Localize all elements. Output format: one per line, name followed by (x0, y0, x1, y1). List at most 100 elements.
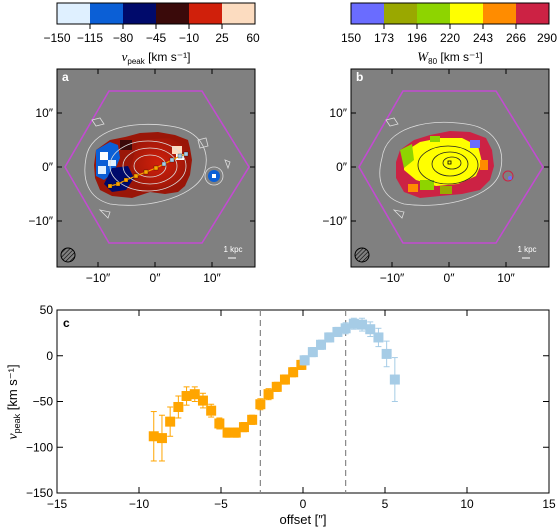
w80-map (379, 117, 514, 219)
data-point (279, 374, 290, 385)
hexagon-footprint (358, 90, 544, 244)
data-point (148, 431, 159, 442)
x-tick-label: 0 (300, 497, 307, 511)
x-axis-label: offset [″] (280, 512, 327, 527)
colorbar-w80-tick: 290 (537, 31, 557, 45)
colorbar-cell (417, 3, 451, 24)
colorbar-w80-tick: 150 (341, 31, 361, 45)
data-point (307, 347, 318, 358)
colorbar-cell (123, 3, 157, 24)
data-point (324, 332, 335, 343)
data-point (299, 355, 310, 366)
colorbar-cell (450, 3, 484, 24)
panel-a-ytick: −10″ (28, 214, 53, 228)
colorbar-velocity-tick: 60 (246, 31, 260, 45)
colorbar-velocity-tick: −10 (179, 31, 200, 45)
scalebar-label: 1 kpc (223, 245, 242, 254)
panel-letter-a: a (62, 70, 69, 84)
data-point (181, 391, 192, 402)
colorbar-w80-tick: 243 (473, 31, 493, 45)
data-point (189, 389, 200, 400)
colorbar-w80-tick: 196 (407, 31, 427, 45)
x-tick-label: −10 (129, 497, 150, 511)
colorbar-cell (189, 3, 223, 24)
data-point (389, 374, 400, 385)
plot-frame (56, 309, 550, 494)
colorbar-cell (57, 3, 91, 24)
data-point (238, 422, 249, 433)
panel-a-xtick: −10″ (86, 271, 111, 285)
panel-b-xtick: −10″ (380, 271, 405, 285)
panel-letter-c: c (63, 316, 70, 330)
velocity-map (84, 117, 231, 219)
colorbar-cell (516, 3, 550, 24)
x-tick-label: −15 (47, 497, 68, 511)
data-point (340, 323, 351, 334)
data-point (373, 332, 384, 343)
colorbar-cell (222, 3, 256, 24)
data-point (357, 319, 368, 330)
panel-b-xtick: 0″ (444, 271, 456, 285)
data-point (332, 326, 343, 337)
scalebar-label: 1 kpc (517, 245, 536, 254)
data-point (381, 348, 392, 359)
panel-a-ytick: 0″ (42, 160, 54, 174)
data-point (365, 324, 376, 335)
y-axis-label: vpeak [km s⁻¹] (5, 364, 22, 439)
colorbar-w80-tick: 266 (506, 31, 526, 45)
colorbar-velocity-tick: −80 (113, 31, 134, 45)
colorbar-velocity-tick: −115 (77, 31, 103, 45)
data-point (230, 427, 241, 438)
data-point (165, 416, 176, 427)
colorbar-cell (351, 3, 385, 24)
x-tick-label: −5 (214, 497, 228, 511)
data-point (263, 389, 274, 400)
panel-b-ytick: −10″ (322, 214, 347, 228)
data-point (206, 405, 217, 416)
colorbar-cell (156, 3, 190, 24)
panel-letter-b: b (356, 70, 363, 84)
beam-ellipse (354, 247, 370, 263)
x-tick-label: 5 (382, 497, 389, 511)
panel-a-xtick: 10″ (203, 271, 221, 285)
colorbar-velocity-label: vpeak [km s⁻¹] (122, 49, 191, 66)
y-tick-label: −150 (26, 486, 53, 500)
colorbar-w80-tick: 220 (440, 31, 460, 45)
data-point (288, 367, 299, 378)
panel-a-ytick: 10″ (35, 106, 53, 120)
x-tick-label: 10 (460, 497, 474, 511)
colorbar-velocity: −150 −115 −80 −45 −10 25 60 vpeak [km s⁻… (43, 2, 260, 66)
panel-b-xtick: 10″ (497, 271, 515, 285)
map-panel-w80: 1 kpc b 10″ 0″ −10″ −10″ 0″ 10″ (322, 68, 550, 285)
x-tick-label: 15 (542, 497, 556, 511)
data-point (173, 401, 184, 412)
data-point (222, 427, 233, 438)
colorbar-w80-label: W80 [km s⁻¹] (417, 49, 482, 66)
colorbar-cell (483, 3, 517, 24)
y-tick-label: 50 (40, 303, 54, 317)
hexagon-footprint (64, 90, 250, 244)
data-point (214, 418, 225, 429)
slit-path (109, 153, 187, 187)
data-point (316, 339, 327, 350)
y-tick-label: −50 (33, 395, 54, 409)
data-point (255, 399, 266, 410)
data-point (156, 433, 167, 444)
colorbar-cell (90, 3, 124, 24)
y-tick-label: 0 (46, 349, 53, 363)
colorbar-w80: 150 173 196 220 243 266 290 W80 [km s⁻¹] (341, 2, 557, 66)
data-point (197, 395, 208, 406)
panel-b-ytick: 10″ (329, 106, 347, 120)
data-point (271, 381, 282, 392)
colorbar-w80-tick: 173 (374, 31, 394, 45)
y-tick-label: −100 (26, 440, 53, 454)
data-point (348, 318, 359, 329)
colorbar-cell (384, 3, 418, 24)
data-point (247, 414, 258, 425)
panel-b-ytick: 0″ (336, 160, 348, 174)
panel-a-xtick: 0″ (150, 271, 162, 285)
map-panel-velocity: 1 kpc a 10″ 0″ −10″ −10″ 0″ 10″ (28, 68, 256, 285)
colorbar-velocity-tick: −45 (146, 31, 167, 45)
